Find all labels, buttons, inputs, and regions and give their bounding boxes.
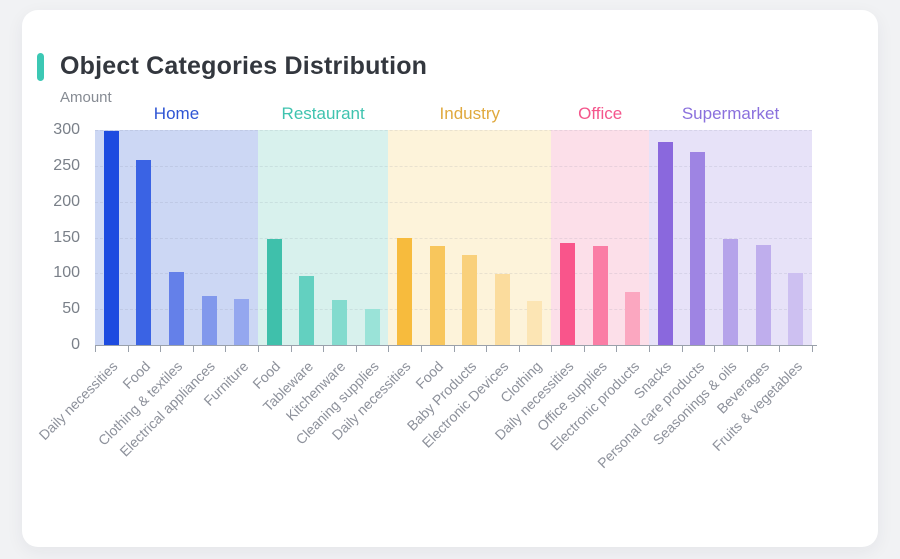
x-axis-tick	[746, 346, 748, 352]
y-tick-label-200: 200	[53, 192, 80, 210]
gridline-300	[95, 130, 812, 131]
bar-electrical-appliances[interactable]	[201, 296, 217, 345]
x-axis-tick	[453, 346, 455, 352]
gridline-150	[95, 237, 812, 239]
bar-snacks[interactable]	[657, 142, 673, 345]
bar-food[interactable]	[136, 160, 152, 345]
bar-clothing[interactable]	[527, 300, 543, 345]
x-axis-tick	[714, 346, 716, 352]
x-axis-tick	[551, 346, 553, 352]
y-tick-label-100: 100	[53, 264, 80, 282]
group-label-restaurant: Restaurant	[281, 104, 365, 123]
bar-daily-necessities[interactable]	[397, 237, 413, 345]
bar-personal-care-products[interactable]	[690, 151, 706, 345]
x-axis-tick	[812, 346, 813, 352]
gridline-100	[95, 273, 812, 275]
bar-baby-products[interactable]	[462, 255, 478, 345]
x-axis-tick	[127, 346, 129, 352]
bar-kitchenware[interactable]	[331, 299, 347, 345]
y-axis-title: Amount	[60, 89, 112, 106]
gridline-200	[95, 201, 812, 203]
y-tick-label-250: 250	[53, 156, 80, 174]
x-axis-tick	[779, 346, 781, 352]
bar-furniture[interactable]	[234, 299, 250, 345]
x-axis-tick	[518, 346, 520, 352]
chart-header: Object Categories Distribution	[37, 52, 427, 81]
gridline-250	[95, 165, 812, 167]
bar-beverages[interactable]	[755, 244, 771, 345]
group-label-industry: Industry	[439, 104, 501, 123]
bar-electronic-products[interactable]	[625, 291, 641, 345]
bar-food[interactable]	[266, 238, 282, 345]
chart-card: Object Categories Distribution Amount Ho…	[22, 10, 878, 547]
x-axis-tick	[388, 346, 390, 352]
x-axis-tick	[323, 346, 325, 352]
x-axis-tick	[95, 346, 96, 352]
group-label-office: Office	[578, 104, 623, 123]
title-accent-bar	[37, 52, 44, 81]
bar-seasonings-oils[interactable]	[723, 238, 739, 345]
bar-fruits-vegetables[interactable]	[788, 272, 804, 345]
x-axis-tick	[290, 346, 292, 352]
bar-chart-plot-area: Home Restaurant Industry Office Supermarket 0…	[36, 104, 817, 471]
x-axis-tick	[616, 346, 618, 352]
x-axis-tick	[160, 346, 162, 352]
x-axis-tick	[583, 346, 585, 352]
group-label-home: Home	[153, 104, 200, 123]
x-axis-tick	[192, 346, 194, 352]
y-tick-label-300: 300	[53, 121, 80, 138]
y-tick-label-0: 0	[71, 336, 80, 353]
bar-electronic-devices[interactable]	[494, 274, 510, 345]
x-axis-line	[95, 345, 817, 346]
y-tick-label-150: 150	[53, 228, 80, 246]
bar-food[interactable]	[429, 246, 445, 345]
bar-tableware[interactable]	[299, 276, 315, 345]
bar-cleaning-supplies[interactable]	[364, 309, 380, 345]
x-axis-tick	[257, 346, 259, 352]
bar-office-supplies[interactable]	[592, 246, 608, 345]
x-axis-tick	[420, 346, 422, 352]
bar-daily-necessities[interactable]	[560, 243, 576, 345]
page-title: Object Categories Distribution	[60, 52, 428, 80]
y-tick-label-50: 50	[62, 300, 80, 318]
gridline-50	[95, 309, 812, 311]
bar-clothing-textiles[interactable]	[168, 271, 184, 345]
x-axis-tick	[225, 346, 227, 352]
x-axis-tick	[486, 346, 488, 352]
bar-daily-necessities[interactable]	[103, 131, 119, 345]
x-axis-tick	[355, 346, 357, 352]
x-axis-tick	[681, 346, 683, 352]
x-axis-tick	[649, 346, 651, 352]
group-label-supermarket: Supermarket	[681, 104, 780, 123]
